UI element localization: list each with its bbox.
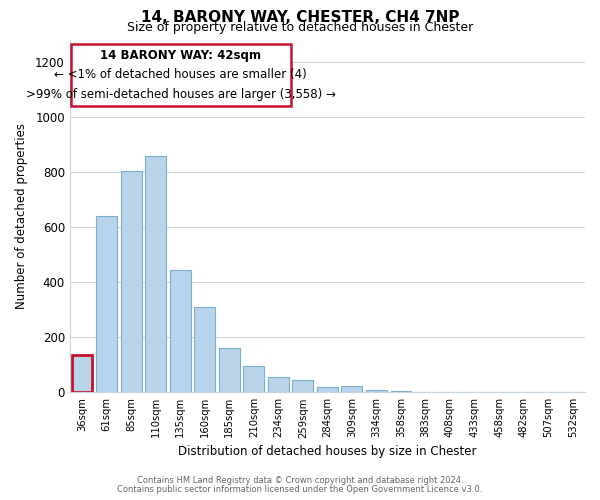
Bar [121,170,142,392]
Bar [244,366,264,392]
Bar [145,156,166,392]
Text: 14 BARONY WAY: 42sqm: 14 BARONY WAY: 42sqm [100,49,261,62]
Bar [391,391,412,392]
Text: ← <1% of detached houses are smaller (4): ← <1% of detached houses are smaller (4) [55,68,307,82]
Bar [317,387,338,392]
Text: Size of property relative to detached houses in Chester: Size of property relative to detached ho… [127,21,473,34]
Bar [170,270,191,392]
Bar [194,307,215,392]
X-axis label: Distribution of detached houses by size in Chester: Distribution of detached houses by size … [178,444,476,458]
Text: >99% of semi-detached houses are larger (3,558) →: >99% of semi-detached houses are larger … [26,88,336,101]
Bar [71,355,92,393]
Text: Contains public sector information licensed under the Open Government Licence v3: Contains public sector information licen… [118,485,482,494]
Bar [219,348,239,393]
Bar [366,390,387,392]
Text: 14, BARONY WAY, CHESTER, CH4 7NP: 14, BARONY WAY, CHESTER, CH4 7NP [141,10,459,25]
Bar [96,216,117,392]
Text: Contains HM Land Registry data © Crown copyright and database right 2024.: Contains HM Land Registry data © Crown c… [137,476,463,485]
Bar [292,380,313,392]
FancyBboxPatch shape [71,44,290,106]
Y-axis label: Number of detached properties: Number of detached properties [15,123,28,309]
Bar [341,386,362,392]
Bar [268,377,289,392]
